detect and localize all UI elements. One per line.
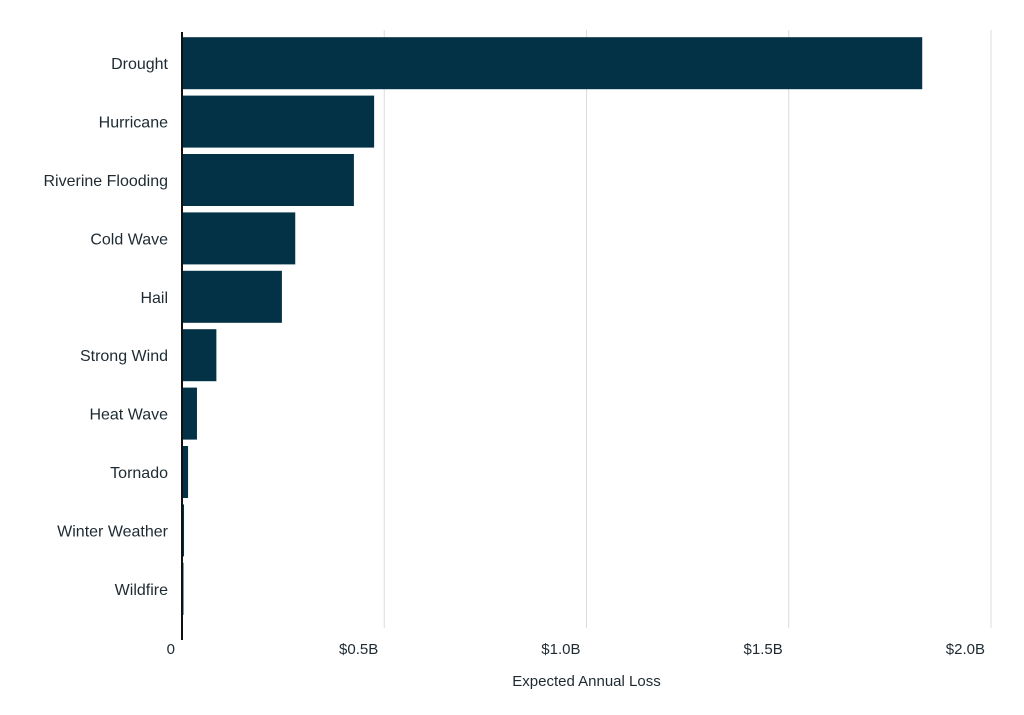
bar-hail xyxy=(182,270,282,323)
category-label: Hail xyxy=(140,290,168,307)
bar-tornado xyxy=(182,446,189,498)
category-label: Hurricane xyxy=(99,115,168,132)
category-label: Strong Wind xyxy=(80,348,168,365)
bar-winter-weather xyxy=(182,504,185,557)
bar-strong-wind xyxy=(182,329,217,382)
x-tick-label: 0 xyxy=(167,641,175,658)
category-label: Drought xyxy=(111,56,168,73)
category-label: Winter Weather xyxy=(57,523,169,540)
x-tick-label: $0.5B xyxy=(339,641,378,658)
bar-drought xyxy=(182,37,923,90)
x-tick-label: $1.5B xyxy=(744,641,783,658)
x-tick-label: $2.0B xyxy=(946,641,985,658)
x-tick-labels: 0 $0.5B $1.0B $1.5B $2.0B xyxy=(167,641,985,658)
category-label: Wildfire xyxy=(115,582,168,599)
x-axis-title: Expected Annual Loss xyxy=(512,673,660,690)
category-label: Riverine Flooding xyxy=(43,173,168,190)
x-tick-label: $1.0B xyxy=(541,641,580,658)
gridlines xyxy=(383,30,992,628)
category-labels: Drought Hurricane Riverine Flooding Cold Wa… xyxy=(43,56,168,599)
category-label: Tornado xyxy=(110,465,168,482)
category-label: Cold Wave xyxy=(90,231,168,248)
bar-riverine-flooding xyxy=(182,154,354,206)
category-label: Heat Wave xyxy=(89,407,168,424)
bar-hurricane xyxy=(182,95,375,148)
bar-heat-wave xyxy=(182,387,197,440)
bars xyxy=(182,37,923,615)
bar-cold-wave xyxy=(182,212,296,265)
